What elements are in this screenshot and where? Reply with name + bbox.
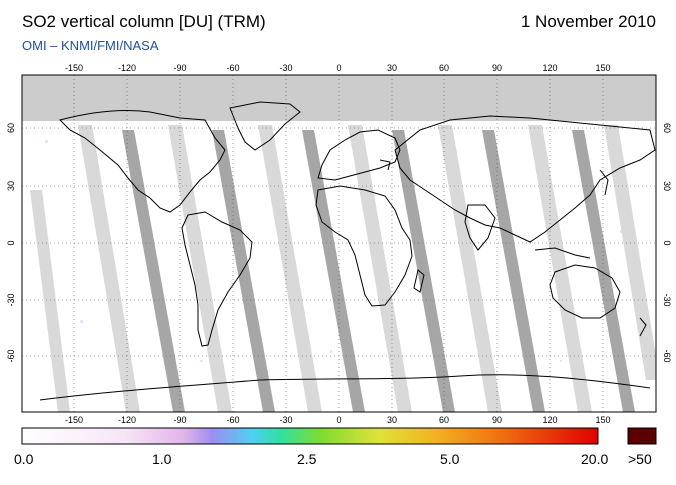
plot-title: SO2 vertical column [DU] (TRM) (22, 12, 266, 31)
coastlines (39, 101, 656, 401)
colorbar-label: 2.5 (297, 451, 317, 467)
lat-tick-right: 0 (662, 240, 672, 245)
colorbar-overflow-box (627, 427, 657, 445)
orbit-swaths (30, 125, 656, 412)
lon-tick-bottom: 150 (595, 415, 610, 425)
lon-tick-top: -30 (279, 63, 292, 73)
graticule (22, 75, 656, 412)
lon-tick-bottom: 120 (542, 415, 557, 425)
lon-tick-bottom: -150 (65, 415, 83, 425)
lat-tick-right: 30 (662, 181, 672, 191)
lon-tick-top: -60 (226, 63, 239, 73)
plot-date: 1 November 2010 (520, 12, 656, 31)
lon-tick-bottom: -60 (226, 415, 239, 425)
lat-tick-left: -60 (6, 349, 16, 362)
lon-tick-bottom: -90 (173, 415, 186, 425)
lon-tick-bottom: 0 (336, 415, 341, 425)
polar-night-region (22, 75, 656, 121)
lat-tick-right: -30 (662, 293, 672, 306)
lon-tick-bottom: 90 (492, 415, 502, 425)
colorbar-label: 20.0 (581, 451, 609, 467)
colorbar-label: 5.0 (440, 451, 460, 467)
colorbar-label: 1.0 (152, 451, 172, 467)
map-frame (21, 74, 657, 413)
colorbar-label: 0.0 (14, 451, 34, 467)
lat-tick-right: 60 (662, 123, 672, 133)
lat-tick-left: -30 (6, 293, 16, 306)
lat-tick-right: -60 (662, 349, 672, 362)
lat-tick-left: 30 (6, 181, 16, 191)
lon-tick-top: 120 (542, 63, 557, 73)
so2-noise (45, 140, 622, 362)
lat-tick-left: 0 (6, 240, 16, 245)
lon-tick-bottom: 30 (387, 415, 397, 425)
lon-tick-bottom: -30 (279, 415, 292, 425)
lon-tick-top: 30 (387, 63, 397, 73)
lon-tick-top: -120 (118, 63, 136, 73)
lon-tick-bottom: 60 (439, 415, 449, 425)
lon-tick-top: -150 (65, 63, 83, 73)
lon-tick-top: 90 (492, 63, 502, 73)
data-credit: OMI – KNMI/FMI/NASA (22, 38, 159, 53)
lon-tick-top: 60 (439, 63, 449, 73)
lat-tick-left: 60 (6, 123, 16, 133)
orbit-swaths-dark (122, 130, 635, 412)
lon-tick-top: 0 (336, 63, 341, 73)
colorbar-label: >50 (628, 451, 652, 467)
colorbar (21, 427, 599, 445)
lon-tick-top: -90 (173, 63, 186, 73)
lon-tick-bottom: -120 (118, 415, 136, 425)
lon-tick-top: 150 (595, 63, 610, 73)
